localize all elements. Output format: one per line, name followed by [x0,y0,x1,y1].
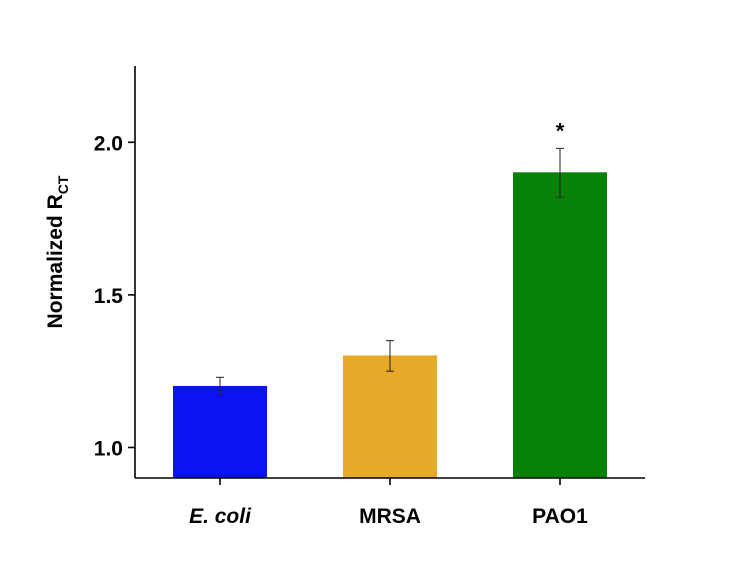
bars [173,172,607,479]
significance-marker-2: * [556,118,565,143]
y-axis-label-main: Normalized R [44,194,67,328]
y-tick-label-2: 2.0 [94,132,123,155]
y-ticks: 1.0 1.5 2.0 [94,132,135,460]
y-tick-label-1: 1.5 [94,285,124,308]
bar-0 [173,385,267,479]
y-tick-label-0: 1.0 [94,437,123,460]
x-tick-label-1: MRSA [359,505,421,528]
y-axis-label-subscript: CT [55,175,71,194]
error-bar-2 [556,147,564,198]
y-axis-label: Normalized RCT [44,175,71,328]
x-ticks: E. coli MRSA PAO1 [189,478,588,528]
x-tick-label-2: PAO1 [532,505,588,528]
bar-1 [343,355,437,479]
bar-2 [513,172,607,479]
x-tick-label-0: E. coli [189,505,252,528]
error-bar-0 [216,376,224,397]
error-bars [216,147,564,397]
error-bar-1 [386,340,394,372]
annotations: * [556,118,565,143]
